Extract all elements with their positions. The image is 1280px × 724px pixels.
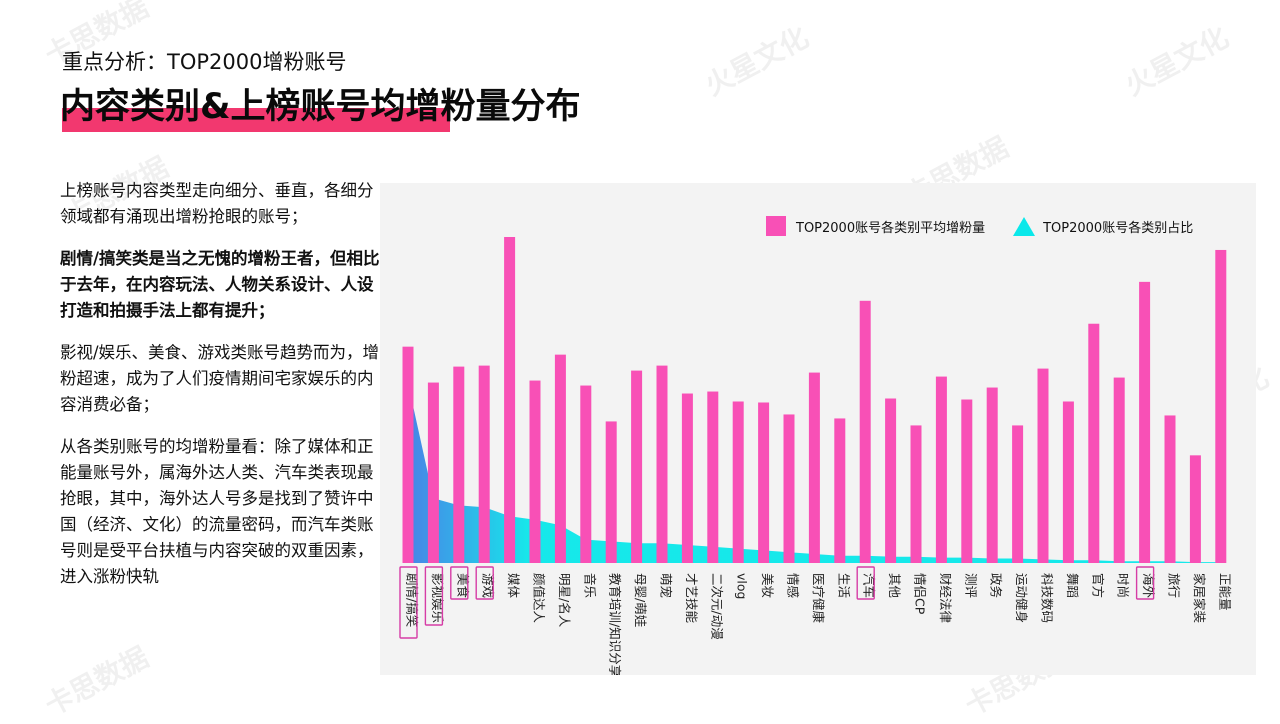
analysis-text: 上榜账号内容类型走向细分、垂直，各细分领域都有涌现出增粉抢眼的账号； 剧情/搞笑… [60, 178, 382, 606]
bar-17 [834, 418, 846, 563]
bar-0 [402, 346, 414, 563]
category-label: 舞蹈 [1065, 573, 1080, 598]
category-label: 明星/名人 [557, 573, 572, 628]
category-label: 正能量 [1217, 573, 1232, 611]
category-label: 时尚 [1116, 573, 1131, 598]
bar-11 [681, 393, 693, 563]
category-label: 颜值达人 [532, 573, 547, 624]
paragraph-2: 剧情/搞笑类是当之无愧的增粉王者，但相比于去年，在内容玩法、人物关系设计、人设打… [60, 249, 380, 320]
bar-27 [1088, 323, 1100, 563]
watermark: 卡思数据 [39, 640, 154, 723]
highlight-box [450, 566, 469, 600]
category-label: 情侣CP [913, 573, 928, 615]
category-label: 媒体 [506, 573, 521, 599]
category-label: 美食 [455, 573, 470, 599]
category-label: vlog [735, 573, 750, 599]
bar-28 [1113, 377, 1125, 563]
legend-bar-swatch [766, 216, 786, 236]
page-title-block: 内容类别&上榜账号均增粉量分布 [60, 82, 581, 138]
category-label: 测评 [963, 573, 978, 598]
bar-21 [935, 376, 947, 563]
bar-9 [631, 370, 643, 563]
bar-18 [859, 300, 871, 563]
bar-6 [554, 354, 566, 563]
category-label: 游戏 [481, 573, 496, 598]
category-growth-chart: 剧情/搞笑 影视娱乐 美食 游戏 媒体 颜值达人 明星/名人 音乐 教育培训/知识分享 母婴/萌娃… [399, 237, 1232, 675]
bar-5 [529, 380, 541, 563]
highlight-box [1135, 566, 1155, 600]
bar-31 [1189, 455, 1201, 563]
bar-29 [1139, 281, 1151, 563]
bar-26 [1062, 401, 1074, 563]
legend-bar-label: TOP2000账号各类别平均增粉量 [796, 220, 986, 236]
category-label: 音乐 [582, 573, 597, 598]
legend-area-label: TOP2000账号各类别占比 [1043, 220, 1194, 236]
page-subtitle: 重点分析：TOP2000增粉账号 [62, 50, 347, 74]
category-label: 汽车 [862, 573, 877, 598]
category-label: 影视娱乐 [430, 573, 445, 623]
category-label: 其他 [887, 573, 902, 599]
legend-area-swatch [1013, 216, 1036, 236]
page-title: 内容类别&上榜账号均增粉量分布 [60, 87, 581, 127]
category-label: 医疗健康 [811, 573, 826, 624]
bar-19 [885, 398, 897, 563]
category-label: 海外 [1141, 573, 1156, 599]
category-label: 情感 [786, 573, 801, 598]
category-label: 美妆 [760, 573, 775, 598]
category-label: 家居家装 [1192, 573, 1207, 623]
category-label: 财经法律 [938, 573, 953, 623]
highlight-box [424, 566, 444, 626]
category-label: 二次元/动漫 [709, 573, 724, 640]
bar-30 [1164, 415, 1176, 563]
paragraph-3: 影视/娱乐、美食、游戏类账号趋势而为，增粉超速，成为了人们疫情期间宅家娱乐的内容… [60, 343, 380, 414]
bar-7 [580, 385, 592, 563]
category-label: 运动健身 [1014, 573, 1029, 623]
title-highlight-bar [62, 108, 450, 132]
bar-13 [732, 401, 744, 563]
bar-25 [1037, 368, 1049, 563]
bar-15 [783, 414, 795, 563]
bar-24 [1012, 425, 1024, 563]
chart-panel: 剧情/搞笑 影视娱乐 美食 游戏 媒体 颜值达人 明星/名人 音乐 教育培训/知识分享 母婴/萌娃… [380, 183, 1256, 675]
bar-1 [427, 382, 439, 563]
category-label: 官方 [1090, 573, 1105, 598]
paragraph-1: 上榜账号内容类型走向细分、垂直，各细分领域都有涌现出增粉抢眼的账号； [60, 181, 374, 226]
watermark: 火星文化 [699, 20, 814, 103]
category-label: 才艺技能 [684, 573, 699, 624]
category-label: 生活 [836, 573, 851, 598]
highlight-box [856, 566, 875, 600]
bar-10 [656, 365, 668, 563]
bar-16 [808, 372, 820, 563]
category-label: 旅行 [1167, 573, 1182, 598]
bar-3 [478, 365, 490, 563]
bar-8 [605, 421, 617, 563]
paragraph-4: 从各类别账号的均增粉量看：除了媒体和正能量账号外，属海外达人类、汽车类表现最抢眼… [60, 437, 374, 586]
watermark: 火星文化 [1119, 20, 1234, 103]
bar-4 [504, 237, 516, 563]
category-label: 政务 [989, 573, 1004, 598]
chart-legend: TOP2000账号各类别平均增粉量 TOP2000账号各类别占比 [766, 216, 1193, 236]
bar-20 [910, 425, 922, 563]
category-label: 萌宠 [659, 573, 674, 598]
bar-32 [1215, 249, 1227, 563]
category-label: 剧情/搞笑 [405, 573, 420, 627]
bar-2 [453, 366, 465, 563]
category-label: 科技数码 [1040, 573, 1055, 623]
highlight-box [399, 566, 418, 639]
highlight-box [475, 566, 494, 600]
category-label: 母婴/萌娃 [633, 573, 648, 627]
bar-14 [758, 402, 770, 563]
bar-23 [986, 387, 998, 563]
category-label: 教育培训/知识分享 [608, 573, 623, 675]
bar-22 [961, 399, 973, 563]
bar-12 [707, 391, 719, 563]
